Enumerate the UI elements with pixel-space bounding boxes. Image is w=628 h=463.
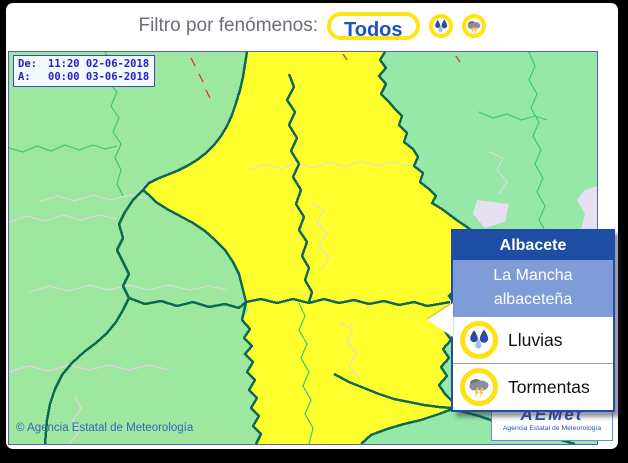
popup-warning-tormentas[interactable]: Tormentas bbox=[453, 363, 613, 410]
comarca-lines-pink bbox=[9, 214, 170, 444]
popup-province-title: Albacete bbox=[453, 231, 613, 260]
validity-box: De: 11:20 02-06-2018 A: 00:00 03-06-2018 bbox=[13, 55, 156, 87]
valid-to-label: A: bbox=[18, 71, 31, 83]
valid-from-label: De: bbox=[18, 58, 37, 70]
copyright-text: © Agencia Estatal de Meteorología bbox=[16, 422, 194, 434]
filter-lluvias-button[interactable] bbox=[428, 14, 453, 38]
valid-from-value: 11:20 02-06-2018 bbox=[48, 58, 150, 70]
popup-warning-lluvias[interactable]: Lluvias bbox=[453, 317, 613, 363]
red-dash-details bbox=[190, 53, 461, 99]
popup-pointer-arrow bbox=[427, 303, 453, 337]
filter-label: Filtro por fenómenos: bbox=[138, 15, 318, 36]
region-lavender-edge bbox=[577, 186, 597, 234]
storm-cloud-icon bbox=[467, 375, 491, 399]
region-lavender-inner bbox=[473, 200, 509, 228]
filter-tormentas-button[interactable] bbox=[461, 14, 486, 38]
warning-icon-ring bbox=[460, 368, 498, 406]
warning-map[interactable]: De: 11:20 02-06-2018 A: 00:00 03-06-2018… bbox=[8, 51, 615, 445]
comarca-lines-gray bbox=[28, 151, 508, 379]
warning-label: Lluvias bbox=[508, 329, 563, 350]
rain-drops-icon bbox=[467, 328, 491, 352]
popup-zone-name: La Mancha albaceteña bbox=[453, 260, 613, 317]
rain-drops-icon bbox=[433, 16, 449, 37]
content-panel: Filtro por fenómenos: Todos bbox=[6, 3, 618, 449]
warning-icon-ring bbox=[460, 321, 498, 359]
valid-to-value: 00:00 03-06-2018 bbox=[48, 71, 150, 83]
filter-all-button[interactable]: Todos bbox=[327, 12, 420, 41]
region-yellow-warning[interactable] bbox=[143, 52, 475, 444]
phenomena-filter-bar: Filtro por fenómenos: Todos bbox=[6, 5, 618, 47]
warning-label: Tormentas bbox=[508, 376, 590, 397]
aemet-caption: Agencia Estatal de Meteorología bbox=[502, 425, 602, 432]
warning-popup: Albacete La Mancha albaceteña Lluvias To… bbox=[427, 229, 615, 412]
storm-cloud-icon bbox=[466, 16, 482, 37]
